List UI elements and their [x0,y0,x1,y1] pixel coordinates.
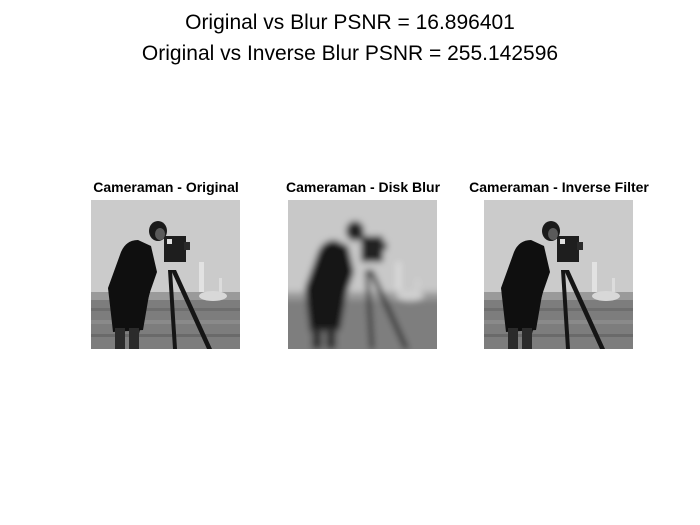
subplot-title-inverse-filter: Cameraman - Inverse Filter [469,179,649,195]
subplot-title-original: Cameraman - Original [93,179,239,195]
figure-title-line-1: Original vs Blur PSNR = 16.896401 [185,11,515,34]
cameraman-inverse-filter-image [484,200,633,349]
cameraman-original-image [91,200,240,349]
cameraman-disk-blur-image [288,200,437,349]
figure-title-line-2: Original vs Inverse Blur PSNR = 255.1425… [141,42,559,65]
subplot-title-disk-blur: Cameraman - Disk Blur [285,179,441,195]
